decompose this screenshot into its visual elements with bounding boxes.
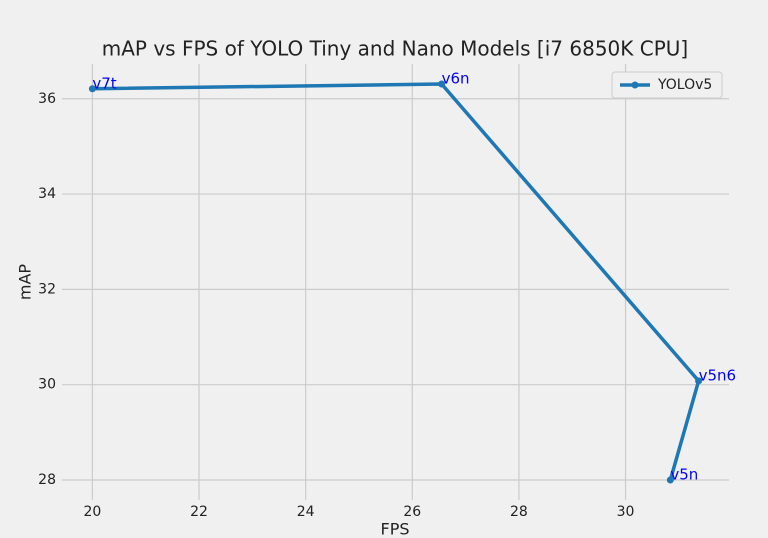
x-tick-label: 24 — [297, 504, 315, 520]
x-tick-label: 30 — [617, 504, 635, 520]
y-tick-label: 32 — [38, 281, 56, 297]
point-label: v5n6 — [699, 366, 736, 384]
x-tick-label: 26 — [403, 504, 421, 520]
chart-title: mAP vs FPS of YOLO Tiny and Nano Models … — [102, 37, 688, 61]
marker — [88, 85, 96, 93]
y-axis-label: mAP — [16, 264, 35, 301]
y-tick-label: 30 — [38, 377, 56, 393]
marker — [666, 476, 674, 484]
y-tick-label: 34 — [38, 186, 56, 202]
marker — [695, 377, 703, 385]
y-tick-label: 36 — [38, 91, 56, 107]
x-tick-label: 28 — [510, 504, 528, 520]
legend-marker — [631, 81, 639, 89]
point-label: v7t — [92, 74, 116, 92]
x-tick-label: 22 — [190, 504, 208, 520]
x-tick-label: 20 — [83, 504, 101, 520]
y-tick-label: 28 — [38, 472, 56, 488]
legend-box — [611, 71, 723, 99]
point-label: v5n — [670, 465, 698, 483]
point-label: v6n — [442, 70, 470, 88]
legend-label: YOLOv5 — [657, 77, 712, 93]
x-axis-label: FPS — [380, 520, 409, 538]
line — [92, 82, 701, 481]
marker — [438, 80, 446, 88]
